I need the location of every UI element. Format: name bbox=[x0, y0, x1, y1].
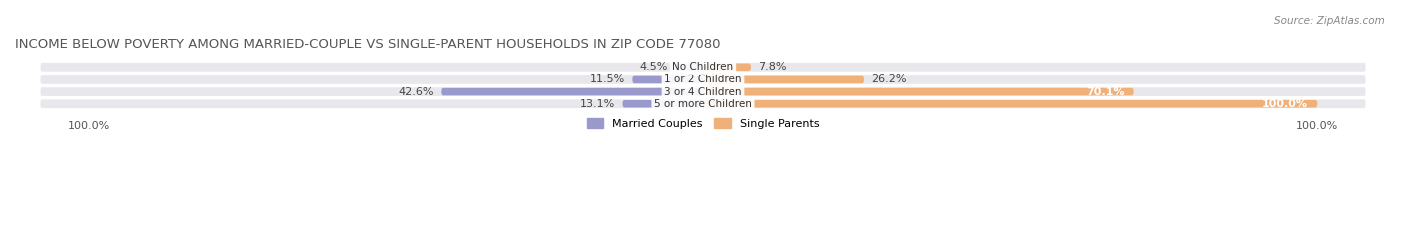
Text: 70.1%: 70.1% bbox=[1085, 87, 1125, 97]
FancyBboxPatch shape bbox=[39, 62, 1367, 73]
FancyBboxPatch shape bbox=[39, 98, 1367, 109]
Text: Source: ZipAtlas.com: Source: ZipAtlas.com bbox=[1274, 16, 1385, 26]
Text: No Children: No Children bbox=[672, 62, 734, 72]
FancyBboxPatch shape bbox=[703, 88, 1133, 95]
Text: 5 or more Children: 5 or more Children bbox=[654, 99, 752, 109]
FancyBboxPatch shape bbox=[39, 74, 1367, 85]
Text: INCOME BELOW POVERTY AMONG MARRIED-COUPLE VS SINGLE-PARENT HOUSEHOLDS IN ZIP COD: INCOME BELOW POVERTY AMONG MARRIED-COUPL… bbox=[15, 38, 720, 51]
FancyBboxPatch shape bbox=[703, 100, 1317, 107]
Text: 100.0%: 100.0% bbox=[1263, 99, 1308, 109]
Text: 3 or 4 Children: 3 or 4 Children bbox=[664, 87, 742, 97]
Text: 1 or 2 Children: 1 or 2 Children bbox=[664, 75, 742, 84]
FancyBboxPatch shape bbox=[39, 86, 1367, 97]
Text: 7.8%: 7.8% bbox=[758, 62, 787, 72]
Text: 4.5%: 4.5% bbox=[640, 62, 668, 72]
Legend: Married Couples, Single Parents: Married Couples, Single Parents bbox=[582, 113, 824, 133]
Text: 26.2%: 26.2% bbox=[872, 75, 907, 84]
Text: 11.5%: 11.5% bbox=[589, 75, 626, 84]
Text: 13.1%: 13.1% bbox=[579, 99, 616, 109]
FancyBboxPatch shape bbox=[623, 100, 703, 107]
FancyBboxPatch shape bbox=[441, 88, 703, 95]
FancyBboxPatch shape bbox=[675, 64, 703, 71]
Text: 42.6%: 42.6% bbox=[398, 87, 434, 97]
FancyBboxPatch shape bbox=[703, 64, 751, 71]
FancyBboxPatch shape bbox=[703, 76, 863, 83]
FancyBboxPatch shape bbox=[633, 76, 703, 83]
